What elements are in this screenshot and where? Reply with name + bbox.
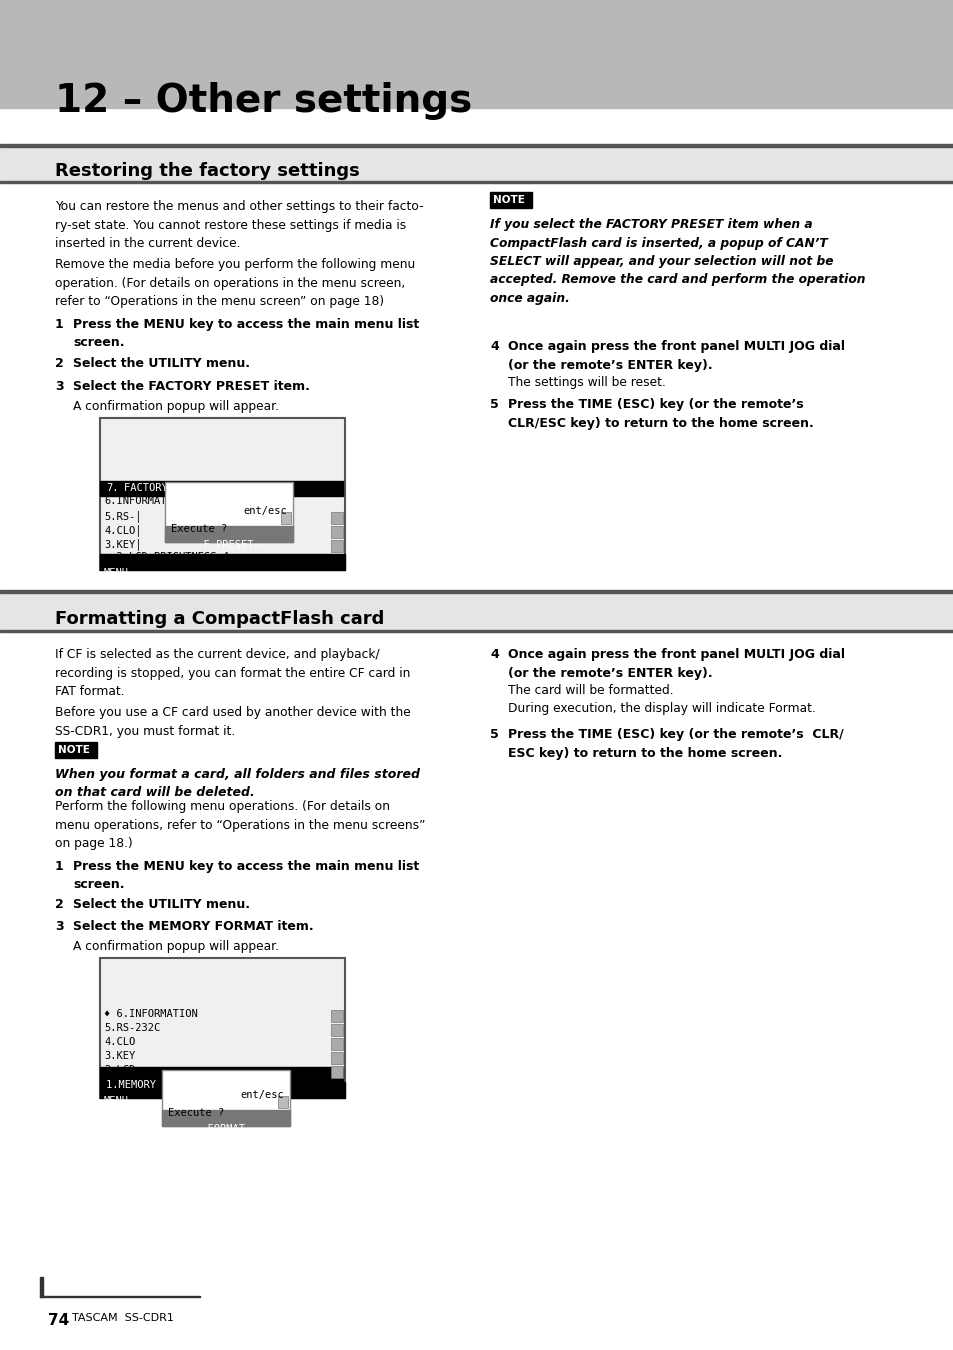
Bar — [0, 144, 953, 147]
Text: 3.KEY: 3.KEY — [104, 1052, 135, 1061]
Bar — [490, 192, 532, 208]
Text: 1: 1 — [55, 319, 64, 331]
Text: MENU: MENU — [104, 1096, 129, 1106]
Text: Execute ?: Execute ? — [171, 524, 227, 535]
Text: 2: 2 — [55, 898, 64, 911]
Text: Press the MENU key to access the main menu list
screen.: Press the MENU key to access the main me… — [73, 860, 418, 891]
Text: 74: 74 — [48, 1314, 70, 1328]
Text: --FORMAT--: --FORMAT-- — [194, 1125, 257, 1134]
Text: Before you use a CF card used by another device with the
SS-CDR1, you must forma: Before you use a CF card used by another… — [55, 706, 411, 737]
Bar — [331, 512, 343, 524]
Text: ▲ 2.LCD BRIGHTNESS 4: ▲ 2.LCD BRIGHTNESS 4 — [104, 552, 229, 562]
Text: 1.MEMORY FORMAT: 1.MEMORY FORMAT — [106, 1080, 199, 1089]
Text: A confirmation popup will appear.: A confirmation popup will appear. — [73, 400, 278, 413]
Text: ent/esc: ent/esc — [243, 506, 287, 516]
Bar — [281, 512, 291, 524]
Text: 5.RS-│: 5.RS-│ — [104, 510, 141, 522]
Bar — [162, 1110, 290, 1126]
Bar — [100, 554, 345, 570]
Bar — [40, 1296, 200, 1297]
Bar — [165, 526, 293, 541]
Text: Remove the media before you perform the following menu
operation. (For details o: Remove the media before you perform the … — [55, 258, 415, 308]
Text: 1: 1 — [55, 860, 64, 873]
Text: TASCAM  SS-CDR1: TASCAM SS-CDR1 — [71, 1314, 173, 1323]
Bar — [331, 1025, 343, 1035]
Text: If CF is selected as the current device, and playback/
recording is stopped, you: If CF is selected as the current device,… — [55, 648, 410, 698]
Bar — [100, 1066, 343, 1081]
Text: NOTE: NOTE — [493, 194, 524, 205]
Text: If you select the FACTORY PRESET item when a
CompactFlash card is inserted, a po: If you select the FACTORY PRESET item wh… — [490, 217, 864, 305]
Text: 3.KEY│: 3.KEY│ — [104, 539, 141, 549]
Bar — [55, 743, 97, 757]
Text: 12 – Other settings: 12 – Other settings — [55, 82, 472, 120]
Text: 2.LCD: 2.LCD — [104, 1065, 135, 1075]
Bar — [100, 958, 345, 1098]
Text: Once again press the front panel MULTI JOG dial
(or the remote’s ENTER key).: Once again press the front panel MULTI J… — [507, 648, 844, 679]
Bar — [40, 1277, 43, 1297]
Text: Perform the following menu operations. (For details on
menu operations, refer to: Perform the following menu operations. (… — [55, 801, 425, 850]
Text: Select the MEMORY FORMAT item.: Select the MEMORY FORMAT item. — [73, 919, 314, 933]
Bar — [331, 540, 343, 552]
Bar — [331, 1066, 343, 1079]
Text: Select the UTILITY menu.: Select the UTILITY menu. — [73, 356, 250, 370]
Bar — [331, 526, 343, 539]
Bar — [100, 418, 345, 570]
Text: Once again press the front panel MULTI JOG dial
(or the remote’s ENTER key).: Once again press the front panel MULTI J… — [507, 340, 844, 371]
Text: ♦ 6.INFORMATION: ♦ 6.INFORMATION — [104, 1008, 197, 1019]
Text: MENU: MENU — [104, 568, 129, 578]
Bar — [0, 630, 953, 632]
Text: 6.INFORMATION: 6.INFORMATION — [104, 495, 185, 506]
Text: 3: 3 — [55, 919, 64, 933]
Text: ent/esc: ent/esc — [240, 1089, 284, 1100]
Text: 4.CLO│: 4.CLO│ — [104, 524, 141, 536]
Text: 3: 3 — [55, 379, 64, 393]
Bar — [0, 590, 953, 593]
Text: When you format a card, all folders and files stored
on that card will be delete: When you format a card, all folders and … — [55, 768, 419, 799]
Text: Press the TIME (ESC) key (or the remote’s  CLR/
ESC key) to return to the home s: Press the TIME (ESC) key (or the remote’… — [507, 728, 842, 760]
Text: Press the TIME (ESC) key (or the remote’s
CLR/ESC key) to return to the home scr: Press the TIME (ESC) key (or the remote’… — [507, 398, 813, 429]
Text: Press the MENU key to access the main menu list
screen.: Press the MENU key to access the main me… — [73, 319, 418, 350]
Bar — [0, 0, 953, 108]
Text: Execute ?: Execute ? — [168, 1108, 224, 1118]
Text: 5: 5 — [490, 728, 498, 741]
Text: 5: 5 — [490, 398, 498, 410]
Text: The card will be formatted.: The card will be formatted. — [507, 684, 673, 697]
Text: A confirmation popup will appear.: A confirmation popup will appear. — [73, 940, 278, 953]
Text: You can restore the menus and other settings to their facto-
ry-set state. You c: You can restore the menus and other sett… — [55, 200, 423, 250]
Bar — [0, 147, 953, 184]
Text: 4.CLO: 4.CLO — [104, 1037, 135, 1048]
Text: 2: 2 — [55, 356, 64, 370]
Text: 4: 4 — [490, 648, 498, 662]
Text: Select the UTILITY menu.: Select the UTILITY menu. — [73, 898, 250, 911]
Text: During execution, the display will indicate Format.: During execution, the display will indic… — [507, 702, 815, 716]
Bar — [0, 593, 953, 632]
Bar — [0, 181, 953, 184]
Text: The settings will be reset.: The settings will be reset. — [507, 377, 665, 389]
Text: --F.PRESET--: --F.PRESET-- — [192, 540, 266, 549]
Text: FACTORY PRESET: FACTORY PRESET — [124, 483, 212, 493]
Text: 4: 4 — [490, 340, 498, 352]
Text: Restoring the factory settings: Restoring the factory settings — [55, 162, 359, 180]
Text: 7.: 7. — [106, 483, 118, 493]
Bar — [277, 1096, 288, 1108]
Bar — [331, 1052, 343, 1064]
Text: Formatting a CompactFlash card: Formatting a CompactFlash card — [55, 610, 384, 628]
Text: Select the FACTORY PRESET item.: Select the FACTORY PRESET item. — [73, 379, 310, 393]
Bar — [331, 1010, 343, 1022]
Bar — [100, 481, 343, 495]
Bar — [100, 1081, 345, 1098]
Bar — [165, 482, 293, 541]
Bar — [331, 1038, 343, 1050]
Text: 5.RS-232C: 5.RS-232C — [104, 1023, 160, 1033]
Bar — [162, 1071, 290, 1126]
Text: NOTE: NOTE — [58, 745, 90, 755]
